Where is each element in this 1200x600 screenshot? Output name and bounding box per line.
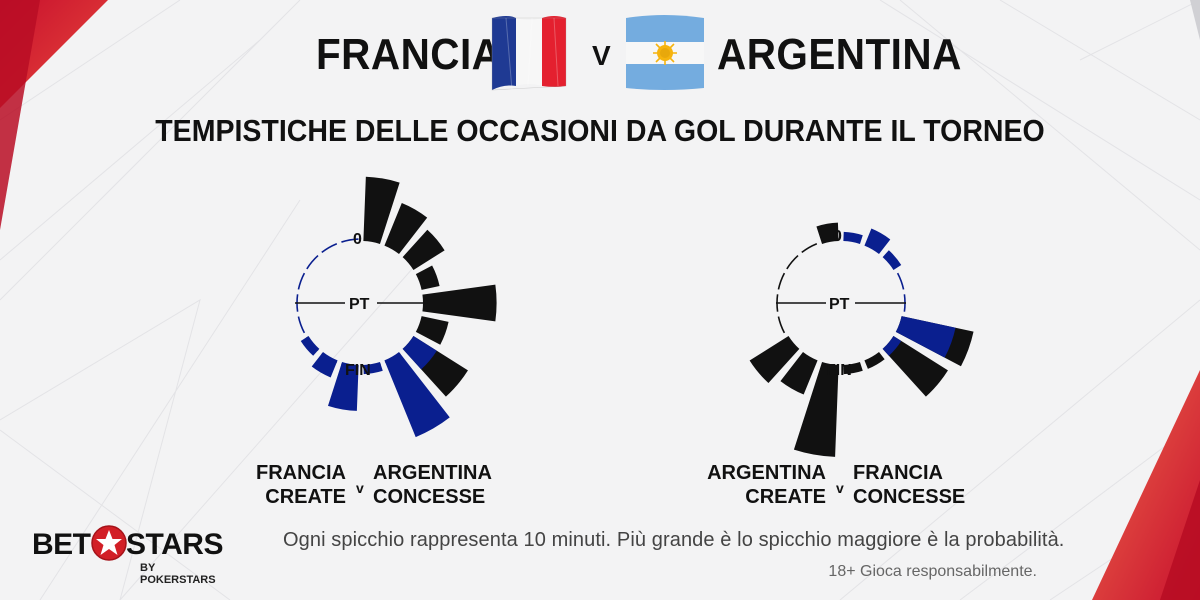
footnote: Ogni spicchio rappresenta 10 minuti. Più…: [283, 529, 1065, 551]
end-label: FIN: [345, 362, 371, 379]
start-label: 0: [353, 231, 362, 248]
caption-left-conceded: ARGENTINA CONCESSE: [373, 461, 492, 509]
created-wedge: [843, 231, 863, 244]
conceded-wedge: [402, 229, 445, 270]
logo-stars-text: STARS: [126, 528, 223, 561]
logo-bet-text: BET: [32, 528, 91, 561]
conceded-wedge: [864, 351, 885, 369]
chart-subtitle: TEMPISTICHE DELLE OCCASIONI DA GOL DURAN…: [155, 113, 1045, 148]
caption-type: CONCESSE: [373, 486, 486, 508]
conceded-empty-segment: [777, 272, 786, 290]
created-wedge: [882, 336, 902, 356]
caption-team: FRANCIA: [853, 462, 943, 484]
caption-type: CONCESSE: [853, 486, 966, 508]
created-empty-segment: [297, 316, 306, 334]
created-wedge: [895, 316, 956, 358]
created-empty-segment: [297, 272, 306, 290]
half-label: PT: [349, 296, 370, 313]
created-wedge: [864, 228, 891, 255]
betstars-logo: BET STARS BY POKERSTARS: [32, 525, 232, 586]
caption-versus: v: [836, 480, 844, 496]
created-wedge: [882, 250, 902, 270]
caption-left-created: FRANCIA CREATE: [250, 461, 346, 509]
created-empty-segment: [896, 272, 905, 290]
created-wedge: [327, 362, 359, 411]
conceded-wedge: [780, 351, 818, 395]
start-label: 0: [833, 228, 842, 245]
half-label: PT: [829, 296, 850, 313]
conceded-wedge: [415, 265, 440, 290]
created-empty-segment: [306, 254, 319, 270]
star-logo-icon: [91, 525, 127, 561]
caption-type: CREATE: [745, 486, 826, 508]
created-empty-segment: [341, 238, 359, 243]
conceded-wedge: [384, 203, 428, 255]
created-wedge: [300, 336, 320, 356]
france-flag-icon: [491, 16, 567, 91]
created-wedge: [363, 362, 383, 375]
conceded-empty-segment: [801, 243, 818, 254]
caption-versus: v: [356, 480, 364, 496]
caption-team: ARGENTINA: [707, 462, 826, 484]
caption-right-created: ARGENTINA CREATE: [700, 461, 826, 509]
caption-team: FRANCIA: [256, 462, 346, 484]
conceded-wedge: [843, 362, 863, 375]
created-empty-segment: [321, 243, 338, 254]
argentina-flag-icon: [626, 15, 704, 90]
created-wedge: [311, 351, 338, 378]
created-wedge: [402, 336, 437, 370]
conceded-wedge: [749, 336, 800, 384]
caption-type: CREATE: [265, 486, 346, 508]
conceded-wedge: [793, 362, 839, 457]
caption-team: ARGENTINA: [373, 462, 492, 484]
responsible-gambling-note: 18+ Gioca responsabilmente.: [828, 563, 1037, 580]
conceded-wedge: [422, 284, 497, 322]
conceded-empty-segment: [786, 254, 799, 270]
conceded-wedge: [363, 176, 400, 244]
versus-label: V: [592, 40, 611, 71]
caption-right-conceded: FRANCIA CONCESSE: [853, 461, 965, 509]
logo-tagline: BY POKERSTARS: [140, 562, 216, 586]
team-right-name: ARGENTINA: [717, 30, 962, 79]
team-left-name: FRANCIA: [316, 30, 502, 79]
conceded-wedge: [882, 336, 948, 397]
created-wedge: [384, 351, 450, 438]
conceded-wedge: [816, 222, 839, 244]
end-label: FIN: [826, 362, 852, 379]
conceded-wedge: [415, 316, 449, 345]
conceded-empty-segment: [777, 316, 786, 334]
